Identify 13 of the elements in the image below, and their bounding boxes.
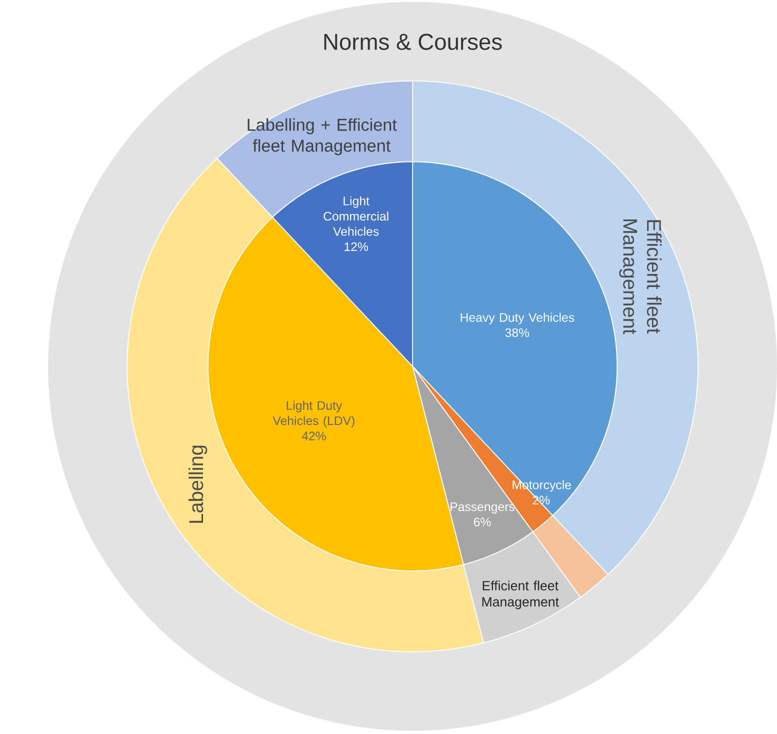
slice-label: Light Commercial Vehicles: [324, 196, 388, 236]
slice-label: Passengers: [450, 502, 514, 514]
slice-label: Norms & Courses: [324, 34, 502, 50]
data-label: 42%: [302, 432, 326, 440]
slice-label: Efficient fleet Management: [482, 580, 559, 610]
slice-label: Light Duty Vehicles (LDV): [272, 400, 354, 428]
slice-label: Labelling: [188, 446, 208, 523]
slice-label: Heavy Duty Vehicles: [460, 312, 574, 324]
data-label: 38%: [505, 328, 530, 338]
data-label: 6%: [474, 518, 491, 527]
slice-label: Labelling + Efficient fleet Management: [248, 118, 397, 156]
data-label: 12%: [344, 242, 368, 252]
slice-label: Efficient fleet Management: [619, 220, 662, 334]
